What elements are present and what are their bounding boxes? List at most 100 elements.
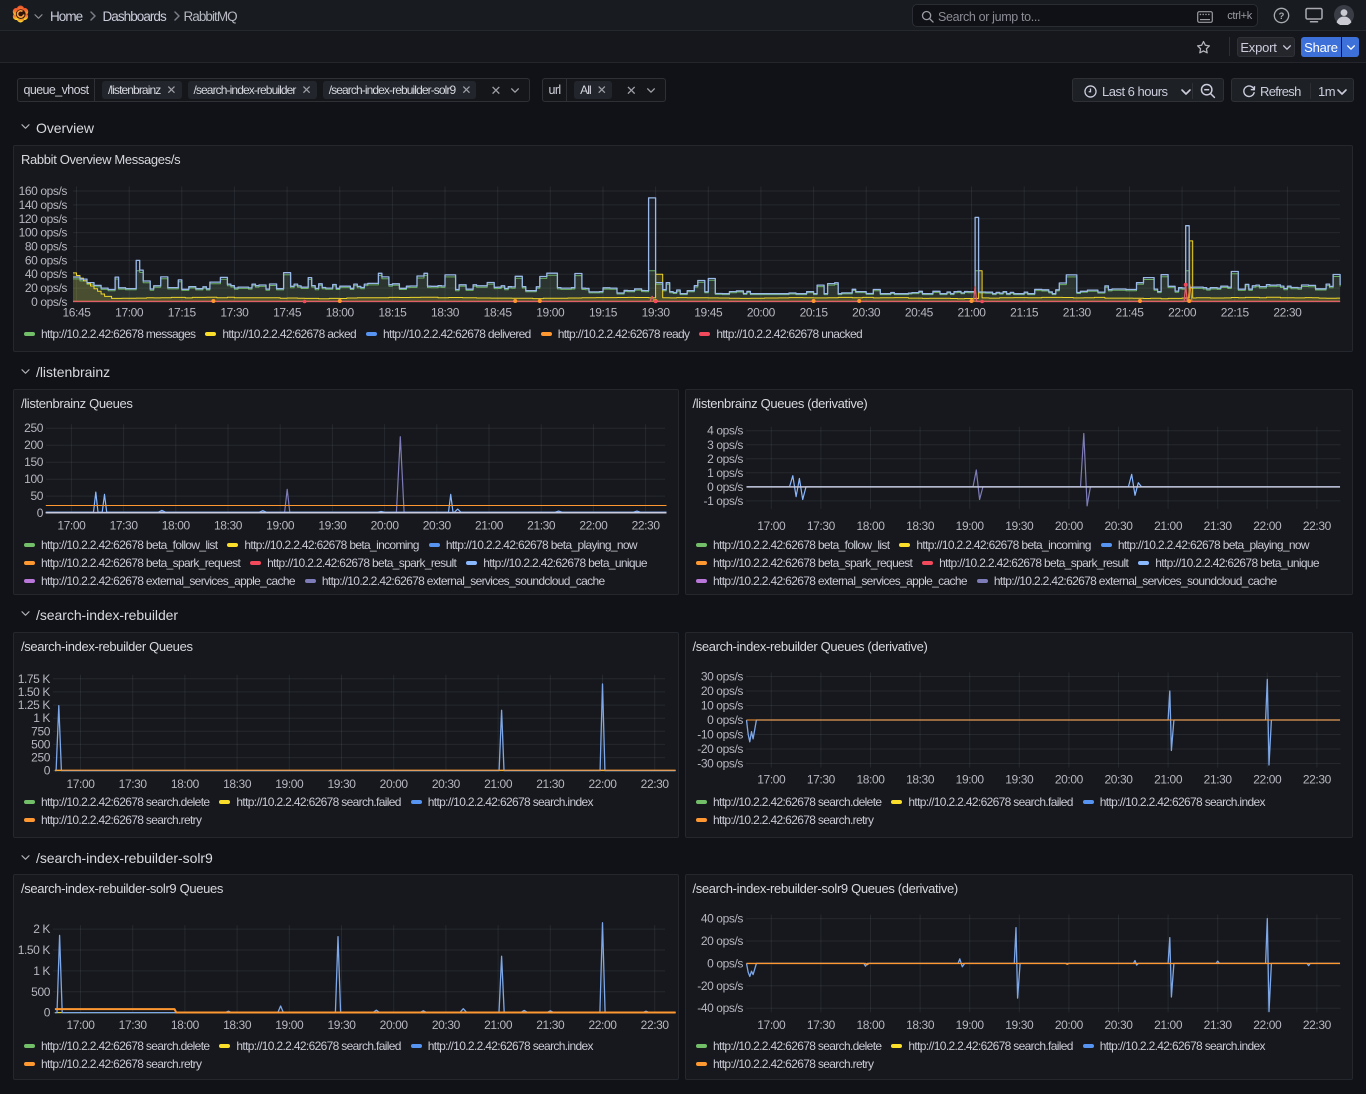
svg-text:18:15: 18:15 bbox=[378, 305, 407, 319]
svg-text:-20 ops/s: -20 ops/s bbox=[697, 742, 743, 756]
svg-text:10 ops/s: 10 ops/s bbox=[700, 698, 743, 712]
svg-text:0: 0 bbox=[37, 506, 44, 520]
svg-text:21:00: 21:00 bbox=[484, 777, 513, 791]
svg-text:?: ? bbox=[1279, 11, 1285, 22]
svg-text:0: 0 bbox=[44, 1006, 51, 1020]
svg-text:17:15: 17:15 bbox=[168, 305, 197, 319]
svg-text:80 ops/s: 80 ops/s bbox=[25, 239, 68, 253]
svg-text:18:30: 18:30 bbox=[223, 1018, 252, 1032]
svg-text:22:30: 22:30 bbox=[1302, 772, 1331, 786]
svg-text:19:45: 19:45 bbox=[694, 305, 723, 319]
svg-text:22:15: 22:15 bbox=[1221, 305, 1250, 319]
svg-text:100 ops/s: 100 ops/s bbox=[19, 225, 68, 239]
svg-text:19:30: 19:30 bbox=[1005, 772, 1034, 786]
svg-text:20:00: 20:00 bbox=[1054, 1018, 1083, 1032]
svg-text:120 ops/s: 120 ops/s bbox=[19, 211, 68, 225]
svg-text:20 ops/s: 20 ops/s bbox=[700, 934, 743, 948]
svg-text:17:30: 17:30 bbox=[119, 777, 148, 791]
svg-text:40 ops/s: 40 ops/s bbox=[25, 267, 68, 281]
svg-text:18:00: 18:00 bbox=[856, 1018, 885, 1032]
svg-text:19:00: 19:00 bbox=[955, 519, 984, 533]
svg-text:20:30: 20:30 bbox=[1104, 519, 1133, 533]
svg-text:250: 250 bbox=[31, 750, 51, 764]
svg-text:20:00: 20:00 bbox=[380, 1018, 409, 1032]
svg-text:22:30: 22:30 bbox=[641, 777, 670, 791]
svg-text:1 K: 1 K bbox=[33, 711, 50, 725]
svg-text:19:00: 19:00 bbox=[275, 777, 304, 791]
svg-text:22:30: 22:30 bbox=[632, 519, 661, 533]
svg-text:21:30: 21:30 bbox=[536, 777, 565, 791]
svg-text:22:00: 22:00 bbox=[1168, 305, 1197, 319]
svg-text:100: 100 bbox=[24, 472, 44, 486]
svg-text:20 ops/s: 20 ops/s bbox=[25, 281, 68, 295]
svg-text:1.75 K: 1.75 K bbox=[18, 671, 51, 685]
svg-text:17:00: 17:00 bbox=[66, 1018, 95, 1032]
svg-text:19:00: 19:00 bbox=[275, 1018, 304, 1032]
svg-text:22:30: 22:30 bbox=[641, 1018, 670, 1032]
svg-text:20:30: 20:30 bbox=[852, 305, 881, 319]
svg-text:30 ops/s: 30 ops/s bbox=[700, 669, 743, 683]
svg-text:20:00: 20:00 bbox=[1054, 519, 1083, 533]
svg-text:20 ops/s: 20 ops/s bbox=[700, 684, 743, 698]
svg-text:18:00: 18:00 bbox=[171, 777, 200, 791]
svg-text:50: 50 bbox=[30, 489, 43, 503]
svg-text:0 ops/s: 0 ops/s bbox=[707, 956, 743, 970]
svg-text:0 ops/s: 0 ops/s bbox=[31, 295, 67, 309]
svg-text:2 ops/s: 2 ops/s bbox=[707, 452, 743, 466]
svg-text:18:30: 18:30 bbox=[223, 777, 252, 791]
svg-text:17:00: 17:00 bbox=[66, 777, 95, 791]
svg-text:160 ops/s: 160 ops/s bbox=[19, 184, 68, 198]
svg-text:2 K: 2 K bbox=[33, 922, 50, 936]
svg-text:20:30: 20:30 bbox=[1104, 772, 1133, 786]
svg-text:20:45: 20:45 bbox=[905, 305, 934, 319]
svg-text:19:00: 19:00 bbox=[955, 772, 984, 786]
svg-text:1.50 K: 1.50 K bbox=[18, 943, 51, 957]
svg-text:19:30: 19:30 bbox=[642, 305, 671, 319]
svg-text:19:30: 19:30 bbox=[327, 777, 356, 791]
svg-text:18:30: 18:30 bbox=[214, 519, 243, 533]
svg-text:19:00: 19:00 bbox=[536, 305, 565, 319]
svg-text:250: 250 bbox=[24, 421, 44, 435]
svg-text:150: 150 bbox=[24, 455, 44, 469]
svg-text:21:00: 21:00 bbox=[957, 305, 986, 319]
svg-text:1 K: 1 K bbox=[33, 964, 50, 978]
svg-text:21:00: 21:00 bbox=[484, 1018, 513, 1032]
svg-text:19:00: 19:00 bbox=[266, 519, 295, 533]
svg-text:18:30: 18:30 bbox=[906, 519, 935, 533]
svg-text:17:00: 17:00 bbox=[757, 1018, 786, 1032]
svg-text:18:00: 18:00 bbox=[856, 519, 885, 533]
svg-text:1.25 K: 1.25 K bbox=[18, 698, 51, 712]
svg-text:17:00: 17:00 bbox=[757, 519, 786, 533]
svg-text:21:45: 21:45 bbox=[1115, 305, 1144, 319]
svg-text:1.50 K: 1.50 K bbox=[18, 684, 51, 698]
svg-text:20:30: 20:30 bbox=[432, 1018, 461, 1032]
svg-text:60 ops/s: 60 ops/s bbox=[25, 253, 68, 267]
svg-text:21:30: 21:30 bbox=[1063, 305, 1092, 319]
svg-text:22:00: 22:00 bbox=[588, 1018, 617, 1032]
svg-text:19:30: 19:30 bbox=[318, 519, 347, 533]
svg-text:21:00: 21:00 bbox=[1154, 772, 1183, 786]
svg-text:21:00: 21:00 bbox=[1154, 519, 1183, 533]
svg-text:17:30: 17:30 bbox=[806, 772, 835, 786]
svg-text:17:00: 17:00 bbox=[757, 772, 786, 786]
svg-text:19:15: 19:15 bbox=[589, 305, 618, 319]
svg-text:4 ops/s: 4 ops/s bbox=[707, 424, 743, 438]
svg-text:500: 500 bbox=[31, 737, 51, 751]
svg-text:17:30: 17:30 bbox=[806, 1018, 835, 1032]
svg-text:18:00: 18:00 bbox=[171, 1018, 200, 1032]
svg-text:750: 750 bbox=[31, 724, 51, 738]
svg-text:18:30: 18:30 bbox=[431, 305, 460, 319]
svg-text:1 ops/s: 1 ops/s bbox=[707, 466, 743, 480]
svg-text:0 ops/s: 0 ops/s bbox=[707, 480, 743, 494]
svg-text:22:30: 22:30 bbox=[1302, 519, 1331, 533]
svg-text:21:30: 21:30 bbox=[1203, 1018, 1232, 1032]
svg-text:17:30: 17:30 bbox=[220, 305, 249, 319]
svg-text:18:30: 18:30 bbox=[906, 1018, 935, 1032]
svg-text:21:15: 21:15 bbox=[1010, 305, 1039, 319]
svg-text:20:00: 20:00 bbox=[747, 305, 776, 319]
svg-text:20:30: 20:30 bbox=[423, 519, 452, 533]
svg-text:-10 ops/s: -10 ops/s bbox=[697, 727, 743, 741]
svg-text:21:00: 21:00 bbox=[475, 519, 504, 533]
svg-text:-40 ops/s: -40 ops/s bbox=[697, 1001, 743, 1015]
svg-text:22:00: 22:00 bbox=[579, 519, 608, 533]
